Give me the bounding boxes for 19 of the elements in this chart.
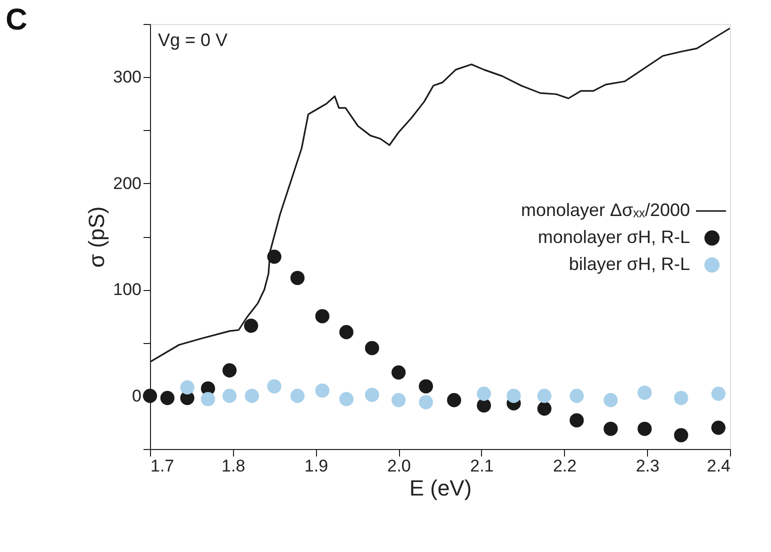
legend-label: monolayer Δσₓₓ/2000: [520, 200, 690, 220]
y-tick-label: 300: [113, 68, 142, 87]
y-axis-title: σ (pS): [84, 206, 110, 268]
x-tick-label: 2.1: [470, 456, 494, 476]
x-tick-label: 2.0: [387, 456, 411, 476]
x-tick-label: 1.7: [150, 456, 174, 476]
legend-label: monolayer σH, R-L: [538, 227, 690, 247]
x-axis-title: E (eV): [409, 476, 472, 500]
x-tick-label: 2.4: [706, 456, 730, 476]
y-tick-label: 100: [113, 280, 142, 300]
legend-label: bilayer σH, R-L: [568, 254, 690, 274]
x-tick-label: 1.9: [304, 456, 328, 476]
annotation: Vg = 0 V: [158, 30, 228, 50]
chart-title: C: [6, 4, 28, 36]
y-tick-label: 200: [113, 174, 142, 193]
x-tick-label: 1.8: [222, 456, 246, 476]
x-tick-label: 2.3: [636, 456, 660, 476]
y-tick-label: 0: [132, 386, 142, 406]
x-tick-label: 2.2: [552, 456, 577, 476]
